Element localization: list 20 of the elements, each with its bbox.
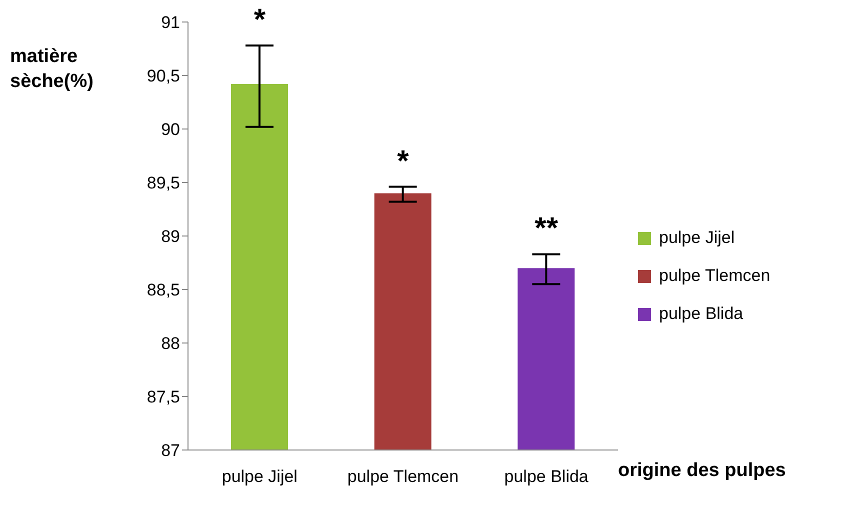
y-tick-label: 87 [161,441,180,460]
legend-label: pulpe Tlemcen [659,266,770,286]
annotation: * [397,144,410,178]
y-tick-label: 88 [161,334,180,354]
y-tick-label: 89 [161,227,180,246]
y-tick-label: 87,5 [146,388,180,407]
y-tick-label: 91 [161,13,180,32]
x-tick-label: pulpe Blida [504,467,589,486]
x-tick-label: pulpe Jijel [222,467,298,486]
annotation: * [254,4,266,37]
y-axis-title: matière sèche(%) [10,45,94,94]
y-tick-label: 88,5 [146,280,180,300]
x-tick-label: pulpe Tlemcen [347,467,459,486]
y-tick-label: 90 [161,120,180,140]
legend-label: pulpe Jijel [659,228,735,248]
y-tick-label: 90,5 [146,66,180,86]
y-tick-label: 89,5 [146,174,180,193]
x-axis-title: origine des pulpes [618,460,786,482]
annotation: ** [534,212,558,246]
legend-label: pulpe Blida [659,304,744,324]
